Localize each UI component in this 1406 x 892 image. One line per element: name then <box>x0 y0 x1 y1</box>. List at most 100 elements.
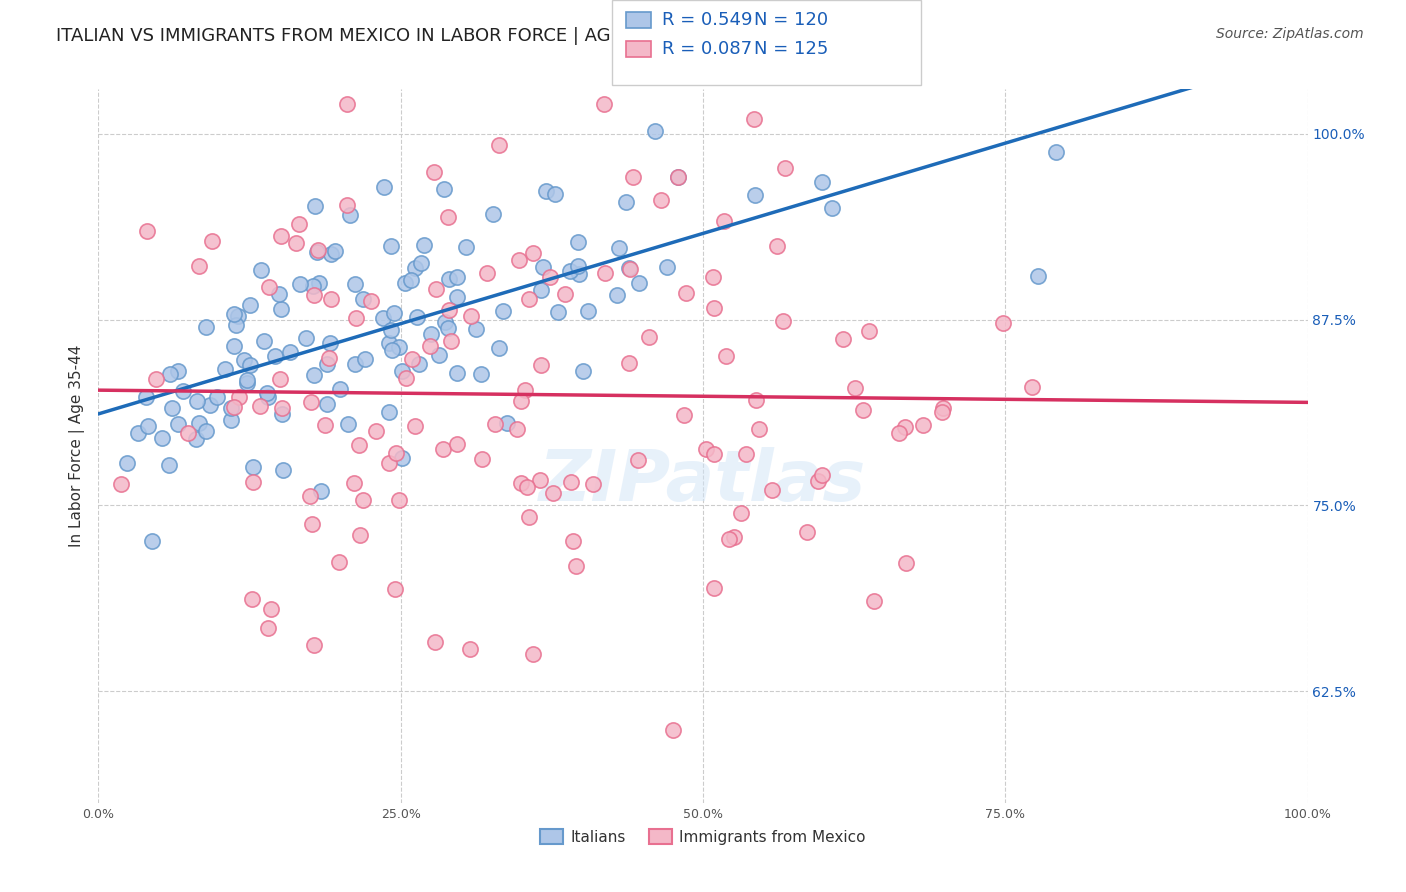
Immigrants from Mexico <box>475 266 498 280</box>
Italians <box>820 201 842 215</box>
Italians <box>446 366 468 380</box>
Italians <box>429 348 451 362</box>
Italians <box>391 451 413 466</box>
Immigrants from Mexico <box>730 506 752 520</box>
Italians <box>558 264 581 278</box>
Italians <box>378 404 401 418</box>
Italians <box>666 170 689 185</box>
Italians <box>744 188 766 202</box>
Italians <box>352 292 374 306</box>
Immigrants from Mexico <box>360 294 382 309</box>
Italians <box>488 341 510 355</box>
Italians <box>492 303 515 318</box>
Italians <box>302 368 325 382</box>
Immigrants from Mexico <box>513 383 536 397</box>
Immigrants from Mexico <box>242 475 264 490</box>
Italians <box>236 373 259 387</box>
Immigrants from Mexico <box>522 246 544 260</box>
Immigrants from Mexico <box>621 169 644 184</box>
Italians <box>531 260 554 275</box>
Italians <box>250 262 273 277</box>
Immigrants from Mexico <box>423 165 446 179</box>
Italians <box>568 267 591 281</box>
Italians <box>290 277 312 292</box>
Immigrants from Mexico <box>852 403 875 417</box>
Immigrants from Mexico <box>302 288 325 302</box>
Immigrants from Mexico <box>347 438 370 452</box>
Immigrants from Mexico <box>336 97 359 112</box>
Immigrants from Mexico <box>349 528 371 542</box>
Immigrants from Mexico <box>560 475 582 490</box>
Immigrants from Mexico <box>530 358 553 372</box>
Immigrants from Mexico <box>343 475 366 490</box>
Immigrants from Mexico <box>328 555 350 569</box>
Italians <box>222 307 245 321</box>
Immigrants from Mexico <box>1021 379 1043 393</box>
Immigrants from Mexico <box>593 97 616 112</box>
Immigrants from Mexico <box>562 533 585 548</box>
Immigrants from Mexico <box>437 210 460 224</box>
Immigrants from Mexico <box>488 138 510 153</box>
Italians <box>184 432 207 446</box>
Italians <box>219 401 242 415</box>
Immigrants from Mexico <box>565 559 588 574</box>
Immigrants from Mexico <box>256 621 278 635</box>
Immigrants from Mexico <box>395 371 418 385</box>
Immigrants from Mexico <box>271 401 294 416</box>
Immigrants from Mexico <box>742 112 765 126</box>
Italians <box>271 407 294 421</box>
Italians <box>253 334 276 349</box>
Italians <box>195 319 218 334</box>
Immigrants from Mexico <box>993 316 1015 330</box>
Immigrants from Mexico <box>224 400 246 414</box>
Italians <box>157 458 180 473</box>
Immigrants from Mexico <box>810 467 832 482</box>
Immigrants from Mexico <box>703 447 725 461</box>
Immigrants from Mexico <box>703 581 725 595</box>
Immigrants from Mexico <box>228 390 250 404</box>
Immigrants from Mexico <box>458 641 481 656</box>
Immigrants from Mexico <box>713 214 735 228</box>
Immigrants from Mexico <box>761 483 783 498</box>
Italians <box>434 315 457 329</box>
Italians <box>391 364 413 378</box>
Immigrants from Mexico <box>717 532 740 546</box>
Italians <box>811 175 834 189</box>
Italians <box>127 425 149 440</box>
Italians <box>1045 145 1067 159</box>
Immigrants from Mexico <box>405 419 427 434</box>
Italians <box>295 330 318 344</box>
Italians <box>242 460 264 475</box>
Italians <box>408 357 430 371</box>
Immigrants from Mexico <box>894 419 917 434</box>
Immigrants from Mexico <box>844 381 866 395</box>
Immigrants from Mexico <box>319 292 342 306</box>
Italians <box>456 240 478 254</box>
Italians <box>198 398 221 412</box>
Italians <box>529 283 551 297</box>
Immigrants from Mexico <box>249 399 271 413</box>
Immigrants from Mexico <box>695 442 717 456</box>
Italians <box>437 321 460 335</box>
Immigrants from Mexico <box>538 269 561 284</box>
Italians <box>219 413 242 427</box>
Italians <box>302 279 325 293</box>
Italians <box>172 384 194 398</box>
Immigrants from Mexico <box>288 217 311 231</box>
Text: N = 120: N = 120 <box>754 11 828 29</box>
Immigrants from Mexico <box>662 723 685 738</box>
Immigrants from Mexico <box>675 285 697 300</box>
Italians <box>619 260 641 275</box>
Immigrants from Mexico <box>364 424 387 438</box>
Immigrants from Mexico <box>145 371 167 385</box>
Immigrants from Mexico <box>734 447 756 461</box>
Immigrants from Mexico <box>388 493 411 508</box>
Italians <box>167 364 190 378</box>
Italians <box>273 462 295 476</box>
Italians <box>344 277 367 291</box>
Immigrants from Mexico <box>595 267 617 281</box>
Immigrants from Mexico <box>703 301 725 315</box>
Immigrants from Mexico <box>554 286 576 301</box>
Italians <box>267 287 290 301</box>
Italians <box>373 179 395 194</box>
